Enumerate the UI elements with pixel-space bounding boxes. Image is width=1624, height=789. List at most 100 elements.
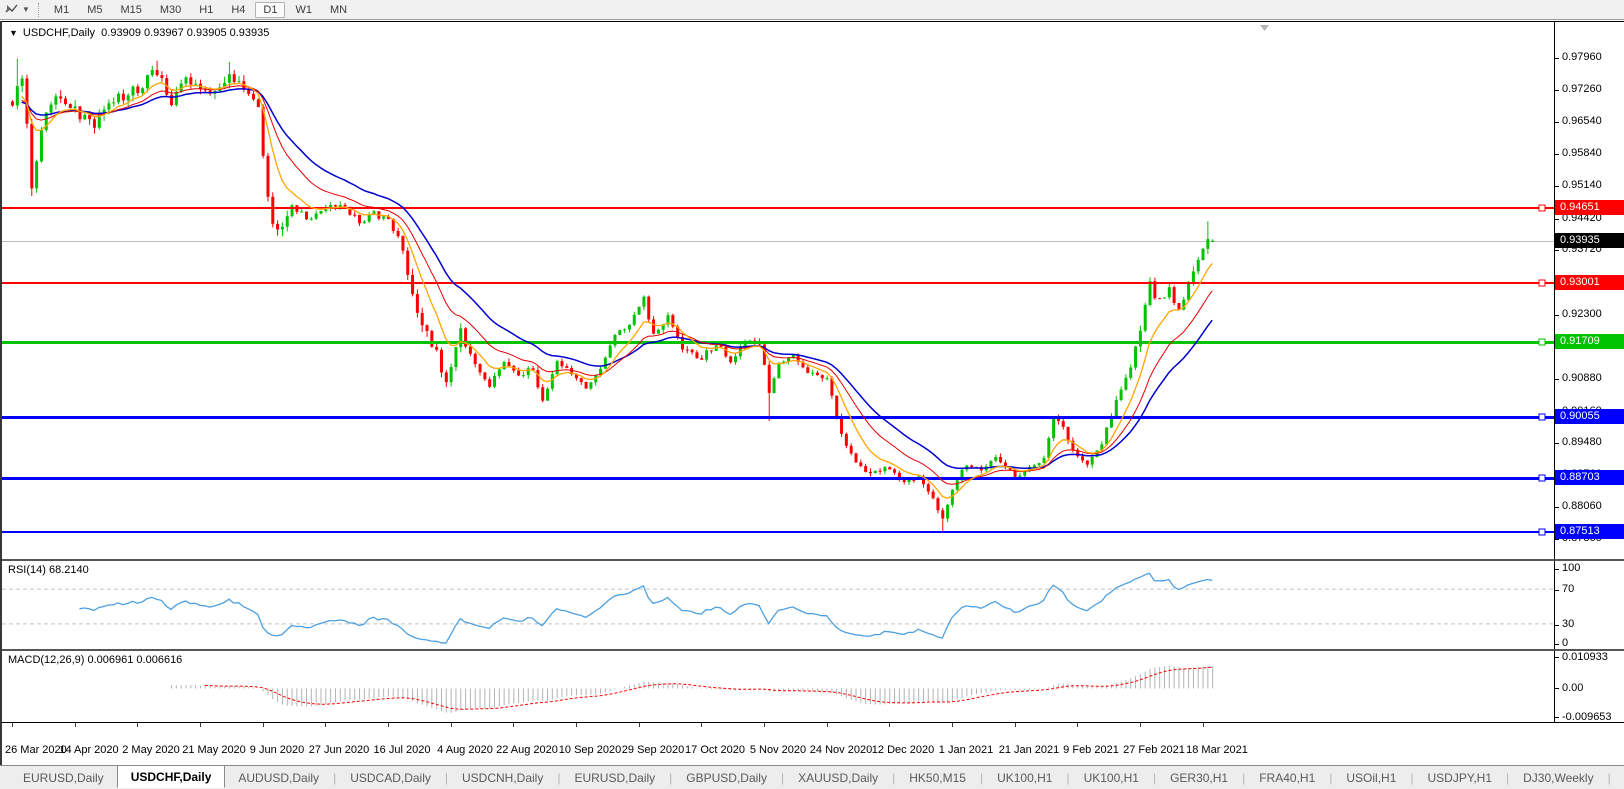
bull-candle: [734, 356, 737, 363]
tab-usdcnh-daily[interactable]: USDCNH,Daily: [462, 770, 544, 785]
horizontal-level-line[interactable]: [2, 341, 1555, 344]
tab-dj30-weekly[interactable]: DJ30,Weekly: [1523, 770, 1594, 785]
rsi-name: RSI(14): [8, 564, 46, 576]
date-axis[interactable]: 26 Mar 2020 14 Apr 2020 2 May 2020 21 May 2…: [2, 723, 1624, 765]
tab-separator: |: [780, 770, 785, 785]
bear-candle: [464, 328, 468, 347]
tab-usdcad-daily[interactable]: USDCAD,Daily: [350, 770, 431, 785]
horizontal-level-line[interactable]: [2, 416, 1555, 419]
line-handle[interactable]: [1538, 528, 1546, 536]
bear-candle: [276, 223, 280, 230]
bull-candle: [454, 347, 458, 368]
bull-candle: [1124, 377, 1128, 390]
bear-candle: [565, 366, 569, 368]
timeframe-button-h1[interactable]: H1: [199, 3, 214, 16]
tab-usdjpy-h1[interactable]: USDJPY,H1: [1427, 770, 1492, 785]
macd-plot[interactable]: [2, 651, 1555, 723]
tab-gbpusd-daily[interactable]: GBPUSD,Daily: [686, 770, 767, 785]
bull-candle: [1134, 346, 1138, 368]
tab-hk50-m15[interactable]: HK50,M15: [909, 770, 966, 785]
line-handle[interactable]: [1538, 279, 1546, 287]
date-tick-mark: [764, 723, 765, 727]
tab-usoil-h1[interactable]: USOil,H1: [1346, 770, 1397, 785]
timeframe-button-d1[interactable]: D1: [255, 1, 286, 18]
line-handle[interactable]: [1538, 474, 1546, 482]
date-tick-label: 24 Nov 2020: [809, 744, 873, 756]
chart-cursor-icon[interactable]: ▼: [0, 3, 34, 16]
date-tick-label: 1 Jan 2021: [938, 744, 994, 756]
bull-candle: [1162, 297, 1166, 299]
horizontal-level-line[interactable]: [2, 207, 1555, 209]
bear-candle: [425, 325, 429, 331]
date-tick-label: 27 Jun 2020: [308, 744, 370, 756]
rsi-pane: RSI(14) 68.2140 100 70 30 0: [2, 561, 1624, 651]
rsi-axis[interactable]: 100 70 30 0: [1554, 561, 1624, 649]
price-axis[interactable]: 0.97960 0.97260 0.96540 0.95840 0.95140 0.944…: [1554, 22, 1624, 559]
tab-china300-h1[interactable]: CHINA300,H1: [1612, 768, 1624, 788]
tab-eurusd-daily[interactable]: EURUSD,Daily: [574, 770, 656, 785]
tab-audusd-daily[interactable]: AUDUSD,Daily: [238, 770, 320, 785]
bull-candle: [223, 82, 227, 88]
horizontal-level-line[interactable]: [2, 282, 1555, 284]
timeframe-button-m15[interactable]: M15: [120, 3, 142, 16]
bull-candle: [329, 205, 333, 208]
bear-candle: [468, 346, 472, 354]
line-handle[interactable]: [1538, 204, 1546, 212]
date-tick-mark: [137, 723, 138, 727]
horizontal-level-line[interactable]: [2, 531, 1555, 533]
bull-candle: [960, 469, 964, 481]
macd-axis[interactable]: 0.010933 0.00 -0.009653: [1554, 651, 1624, 723]
bull-candle: [1100, 444, 1104, 451]
tab-uk100-h1[interactable]: UK100,H1: [997, 770, 1053, 785]
line-handle[interactable]: [1538, 338, 1546, 346]
timeframe-button-m30[interactable]: M30: [159, 3, 182, 16]
bull-candle: [227, 74, 231, 83]
price-tick-label: 0.97960: [1562, 51, 1602, 63]
rsi-plot[interactable]: [2, 561, 1555, 651]
timeframe-button-m1[interactable]: M1: [53, 3, 70, 16]
tab-fra40-h1[interactable]: FRA40,H1: [1259, 770, 1316, 785]
tab-uk100-h1[interactable]: UK100,H1: [1083, 770, 1139, 785]
line-handle[interactable]: [1538, 413, 1546, 421]
macd-tick-mark: [1555, 717, 1559, 718]
bear-candle: [358, 214, 362, 224]
date-tick-mark: [1203, 723, 1204, 727]
bear-candle: [729, 356, 733, 363]
main-price-pane: ▼ USDCHF,Daily 0.93909 0.93967 0.93905 0.…: [2, 21, 1624, 561]
horizontal-level-line[interactable]: [2, 477, 1555, 480]
tab-eurusd-daily[interactable]: EURUSD,Daily: [23, 770, 104, 785]
date-tick-mark: [263, 723, 264, 727]
bull-candle: [285, 216, 289, 227]
bear-candle: [536, 370, 540, 388]
timeframe-button-group: M1 M5 M15 M30 H1 H4 D1 W1 MN: [45, 1, 356, 18]
main-chart-plot[interactable]: [2, 22, 1555, 562]
macd-pane: MACD(12,26,9) 0.006961 0.006616 0.010933…: [2, 651, 1624, 723]
macd-tick-label: -0.009653: [1562, 711, 1612, 723]
tab-ger30-h1[interactable]: GER30,H1: [1170, 770, 1229, 785]
timeframe-button-m5[interactable]: M5: [87, 3, 103, 16]
bull-candle: [1182, 299, 1186, 310]
tab-usdchf-daily[interactable]: USDCHF,Daily: [116, 765, 226, 788]
rsi-tick-label: 0: [1562, 637, 1569, 649]
bull-candle: [1143, 304, 1147, 331]
toolbar-grip[interactable]: [37, 2, 39, 17]
bear-candle: [203, 89, 207, 91]
chevron-down-icon[interactable]: ▼: [22, 5, 30, 14]
bull-candle: [550, 374, 554, 389]
rsi-tick-mark: [1555, 625, 1559, 626]
bull-candle: [131, 86, 135, 96]
timeframe-button-w1[interactable]: W1: [295, 3, 312, 16]
scroll-position-marker[interactable]: [1260, 25, 1269, 31]
date-tick-label: 27 Feb 2021: [1123, 744, 1185, 756]
collapse-chart-icon[interactable]: ▼: [9, 28, 18, 38]
date-tick-mark: [513, 723, 514, 727]
tab-xauusd-daily[interactable]: XAUUSD,Daily: [798, 770, 879, 785]
tab-separator: |: [557, 770, 561, 785]
bear-candle: [343, 204, 347, 207]
bull-candle: [661, 324, 665, 330]
bull-candle: [1119, 389, 1123, 401]
timeframe-button-mn[interactable]: MN: [329, 3, 348, 16]
bull-candle: [1018, 475, 1022, 477]
timeframe-button-h4[interactable]: H4: [231, 3, 246, 16]
date-tick-label: 18 Mar 2021: [1186, 744, 1248, 756]
